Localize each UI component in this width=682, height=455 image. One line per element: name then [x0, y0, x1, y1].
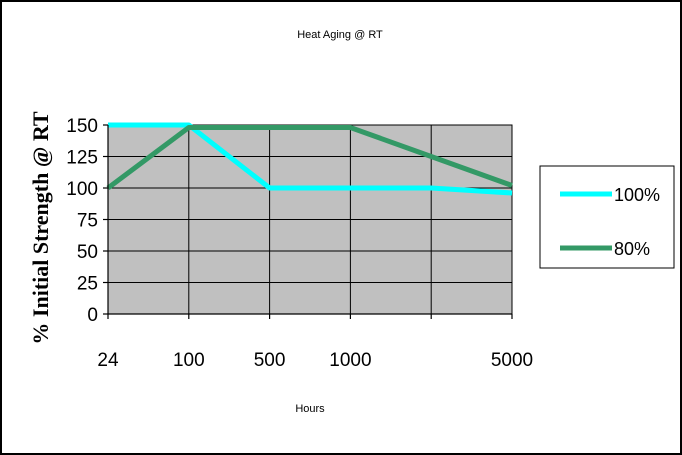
y-axis-label: % Initial Strength @ RT: [28, 111, 53, 345]
x-tick-label: 500: [254, 350, 286, 371]
series-line-0: [108, 122, 513, 196]
axes: [103, 124, 513, 319]
y-tick-label: 150: [66, 116, 98, 137]
x-tick-label: 100: [173, 350, 205, 371]
y-tick-label: 125: [66, 148, 98, 169]
y-tick-label: 75: [77, 211, 98, 232]
x-tick-labels: 24 100 500 1000 5000: [97, 350, 533, 371]
y-tick-labels: 0 25 50 75 100 125 150: [66, 116, 98, 326]
legend-box: [539, 165, 675, 269]
legend-label-1: 80%: [614, 239, 650, 259]
legend-label-0: 100%: [614, 185, 660, 205]
x-tick-label: 24: [97, 350, 119, 371]
y-tick-label: 100: [66, 179, 98, 200]
series-layer: [106, 122, 513, 196]
x-tick-label: 5000: [491, 350, 533, 371]
chart-title: Heat Aging @ RT: [297, 29, 383, 41]
x-axis-label: Hours: [295, 403, 325, 415]
series-line-1: [106, 125, 513, 191]
legend-entries: 100% 80%: [560, 185, 660, 259]
x-tick-label: 1000: [329, 350, 371, 371]
y-tick-label: 50: [77, 242, 98, 263]
legend: 100% 80%: [539, 165, 675, 269]
y-tick-label: 25: [77, 274, 98, 295]
y-tick-label: 0: [87, 305, 98, 326]
